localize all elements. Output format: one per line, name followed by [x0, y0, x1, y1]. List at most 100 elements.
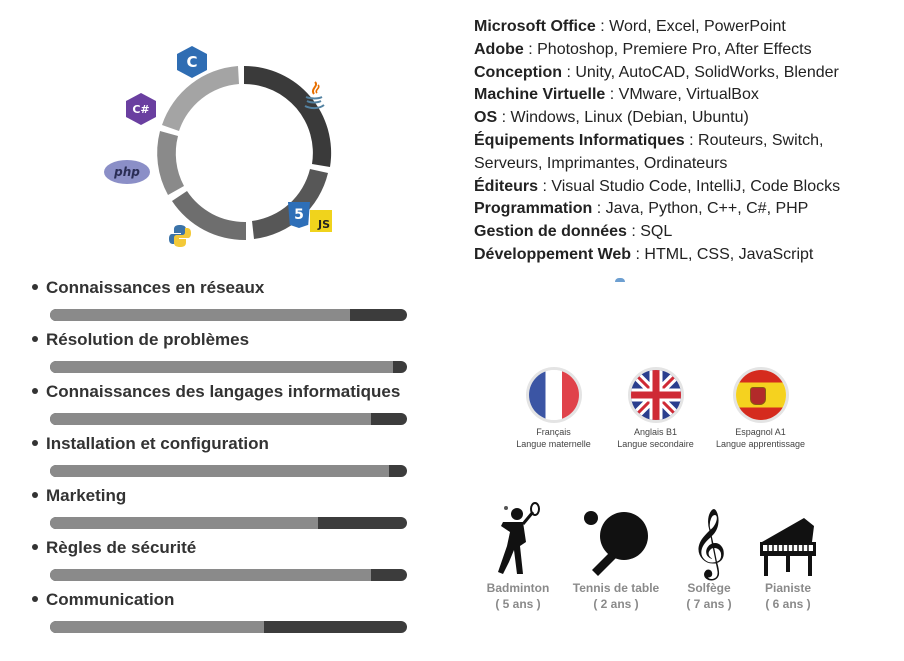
bullet-icon	[32, 595, 38, 602]
javascript-icon: JS	[310, 210, 332, 232]
hobby-duration: ( 2 ans )	[593, 597, 639, 611]
skill-label-text: Règles de sécurité	[46, 538, 197, 557]
skill-label: Communication	[32, 590, 174, 610]
hobby-duration: ( 6 ans )	[765, 597, 811, 611]
skill-row: Résolution de problèmes	[32, 324, 452, 376]
skill-progress-fill	[50, 517, 318, 529]
ring-chart	[157, 65, 332, 241]
software-line: Adobe : Photoshop, Premiere Pro, After E…	[474, 39, 894, 62]
software-category: Machine Virtuelle	[474, 86, 606, 104]
hobby-piano: Pianiste ( 6 ans )	[748, 496, 828, 612]
software-values: : Unity, AutoCAD, SolidWorks, Blender	[562, 63, 839, 81]
skill-label-text: Connaissances des langages informatiques	[46, 382, 401, 401]
software-line: OS : Windows, Linux (Debian, Ubuntu)	[474, 107, 894, 130]
software-category: Conception	[474, 63, 562, 81]
skill-row: Communication	[32, 584, 452, 636]
france-flag-icon	[528, 370, 579, 420]
skill-label-text: Connaissances en réseaux	[46, 278, 265, 297]
hobby-solfege: 𝄞 Solfège ( 7 ans )	[680, 496, 738, 612]
skill-progress-bar	[50, 309, 407, 321]
hobby-name: Tennis de table	[572, 581, 660, 595]
bullet-icon	[32, 439, 38, 446]
hobby-name: Solfège	[687, 581, 731, 595]
language-level: Langue apprentissage	[715, 439, 806, 449]
software-values: : Word, Excel, PowerPoint	[595, 18, 786, 35]
bullet-icon	[32, 387, 38, 394]
skill-row: Installation et configuration	[32, 428, 452, 480]
skill-label-text: Installation et configuration	[46, 434, 269, 453]
software-line: Programmation : Java, Python, C++, C#, P…	[474, 198, 894, 221]
skill-label: Règles de sécurité	[32, 538, 196, 558]
skill-progress-bar	[50, 621, 407, 633]
software-line: Développement Web : HTML, CSS, JavaScrip…	[474, 244, 894, 267]
ring-segment-5	[162, 66, 239, 131]
ring-segment-3	[172, 191, 246, 241]
grand-piano-icon	[748, 496, 828, 578]
skill-label: Marketing	[32, 486, 126, 506]
html5-icon: 5	[288, 202, 310, 228]
treble-clef-icon: 𝄞	[691, 509, 727, 576]
software-values: : Windows, Linux (Debian, Ubuntu)	[497, 109, 749, 127]
software-values: : Routeurs, Switch,	[684, 131, 824, 149]
skill-label-text: Résolution de problèmes	[46, 330, 250, 349]
skill-progress-bar	[50, 569, 407, 581]
skill-label: Installation et configuration	[32, 434, 269, 454]
hobby-badminton: Badminton ( 5 ans )	[478, 496, 558, 612]
software-values: : VMware, VirtualBox	[605, 86, 759, 104]
software-line: Conception : Unity, AutoCAD, SolidWorks,…	[474, 62, 894, 85]
software-values: : Photoshop, Premiere Pro, After Effects	[523, 40, 812, 58]
software-category: Microsoft Office	[474, 18, 596, 35]
skill-progress-fill	[50, 309, 350, 321]
skill-row: Connaissances en réseaux	[32, 272, 452, 324]
software-line: Équipements Informatiques : Routeurs, Sw…	[474, 130, 894, 153]
uk-flag-icon	[630, 370, 681, 420]
skill-progress-fill	[50, 465, 390, 477]
language-french: Français Langue maternelle	[496, 370, 611, 450]
bullet-icon	[32, 491, 38, 498]
skills-list: Connaissances en réseaux Résolution de pr…	[32, 272, 452, 636]
skill-progress-fill	[50, 361, 393, 373]
software-category: Programmation	[474, 200, 593, 218]
skill-label: Connaissances en réseaux	[32, 278, 264, 298]
hobby-name: Badminton	[486, 581, 550, 595]
php-icon: php	[104, 160, 150, 184]
tech-ring: C C# php 5 JS	[95, 40, 355, 260]
software-values: : SQL	[626, 223, 673, 241]
language-english: Anglais B1 Langue secondaire	[598, 370, 713, 450]
ring-segment-1	[244, 65, 332, 167]
software-category: OS	[474, 109, 498, 127]
skill-progress-bar	[50, 361, 407, 373]
section-marker	[615, 278, 625, 282]
software-category: Gestion de données	[474, 223, 627, 241]
ring-segment-4	[157, 131, 184, 195]
hobby-table-tennis: Tennis de table ( 2 ans )	[566, 496, 666, 612]
language-level: Langue maternelle	[516, 439, 591, 449]
spain-flag-icon	[735, 370, 786, 420]
csharp-icon: C#	[126, 93, 156, 125]
skill-label-text: Communication	[46, 590, 175, 609]
badminton-player-icon	[478, 496, 558, 578]
software-line: Machine Virtuelle : VMware, VirtualBox	[474, 84, 894, 107]
skill-progress-fill	[50, 569, 372, 581]
hobby-name: Pianiste	[764, 581, 812, 595]
software-category: Développement Web	[474, 245, 632, 263]
language-name: Français	[536, 427, 571, 437]
hobby-duration: ( 7 ans )	[686, 597, 732, 611]
software-line: Gestion de données : SQL	[474, 221, 894, 244]
language-name: Anglais B1	[633, 427, 678, 437]
skill-progress-bar	[50, 465, 407, 477]
skill-row: Marketing	[32, 480, 452, 532]
software-category: Éditeurs	[474, 177, 539, 195]
ping-pong-paddle-icon	[566, 496, 666, 578]
skill-progress-bar	[50, 413, 407, 425]
language-name: Espagnol A1	[735, 427, 786, 437]
skill-progress-fill	[50, 621, 265, 633]
software-line: Microsoft Office : Word, Excel, PowerPoi…	[474, 16, 894, 39]
skill-label: Connaissances des langages informatiques	[32, 382, 400, 402]
software-values: Serveurs, Imprimantes, Ordinateurs	[474, 154, 728, 172]
bullet-icon	[32, 283, 38, 290]
software-values: : Java, Python, C++, C#, PHP	[592, 200, 809, 218]
language-spanish: Espagnol A1 Langue apprentissage	[703, 370, 818, 450]
bullet-icon	[32, 543, 38, 550]
skill-label: Résolution de problèmes	[32, 330, 249, 350]
